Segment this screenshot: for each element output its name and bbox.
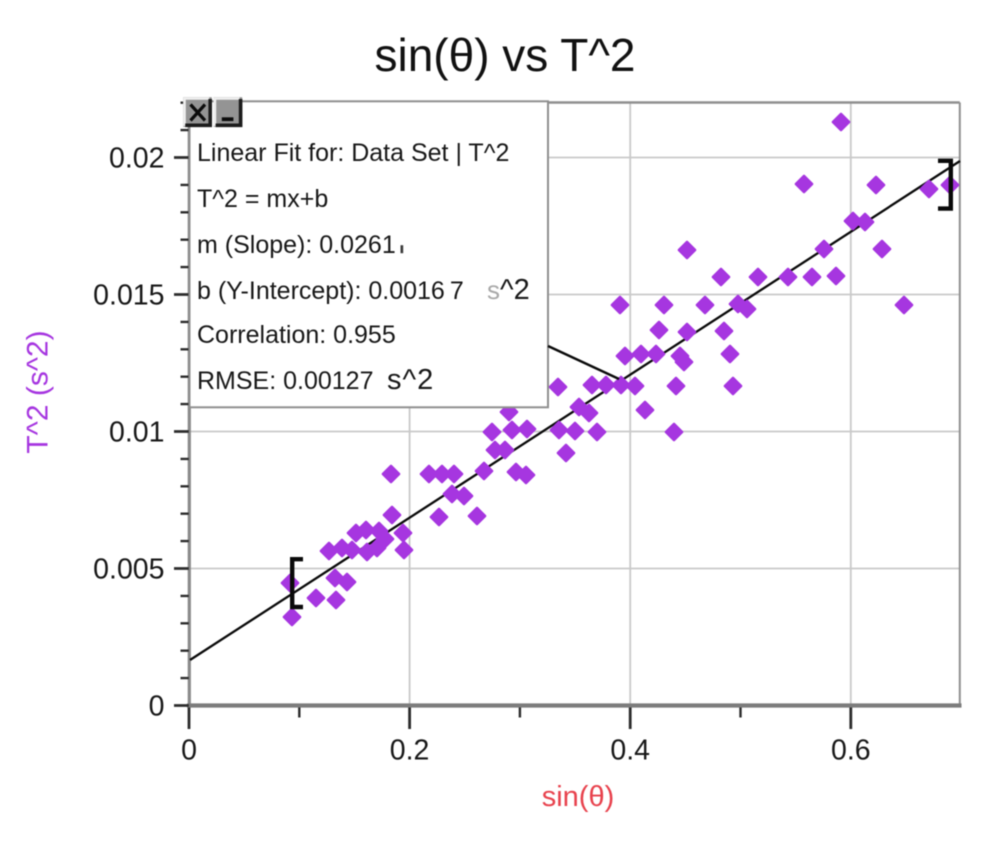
svg-text:0: 0 xyxy=(181,735,197,767)
svg-text:0.02: 0.02 xyxy=(109,143,164,175)
svg-text:0.015: 0.015 xyxy=(93,280,164,312)
svg-text:m (Slope): 0.0261: m (Slope): 0.0261 xyxy=(197,231,396,259)
svg-text:0.6: 0.6 xyxy=(831,735,871,767)
svg-text:0.2: 0.2 xyxy=(390,735,430,767)
svg-text:sin(θ) vs T^2: sin(θ) vs T^2 xyxy=(374,29,635,81)
svg-text:0.4: 0.4 xyxy=(610,735,650,767)
svg-text:0.005: 0.005 xyxy=(93,554,164,586)
svg-text:0: 0 xyxy=(149,691,165,723)
svg-text:sin(θ): sin(θ) xyxy=(542,781,615,813)
svg-text:0.01: 0.01 xyxy=(109,417,164,449)
svg-text:Correlation: 0.955: Correlation: 0.955 xyxy=(197,321,396,349)
svg-text:T^2 = mx+b: T^2 = mx+b xyxy=(197,185,328,213)
svg-text:Linear Fit for: Data Set | T^2: Linear Fit for: Data Set | T^2 xyxy=(197,139,509,167)
svg-text:T^2 (s^2): T^2 (s^2) xyxy=(22,330,55,453)
